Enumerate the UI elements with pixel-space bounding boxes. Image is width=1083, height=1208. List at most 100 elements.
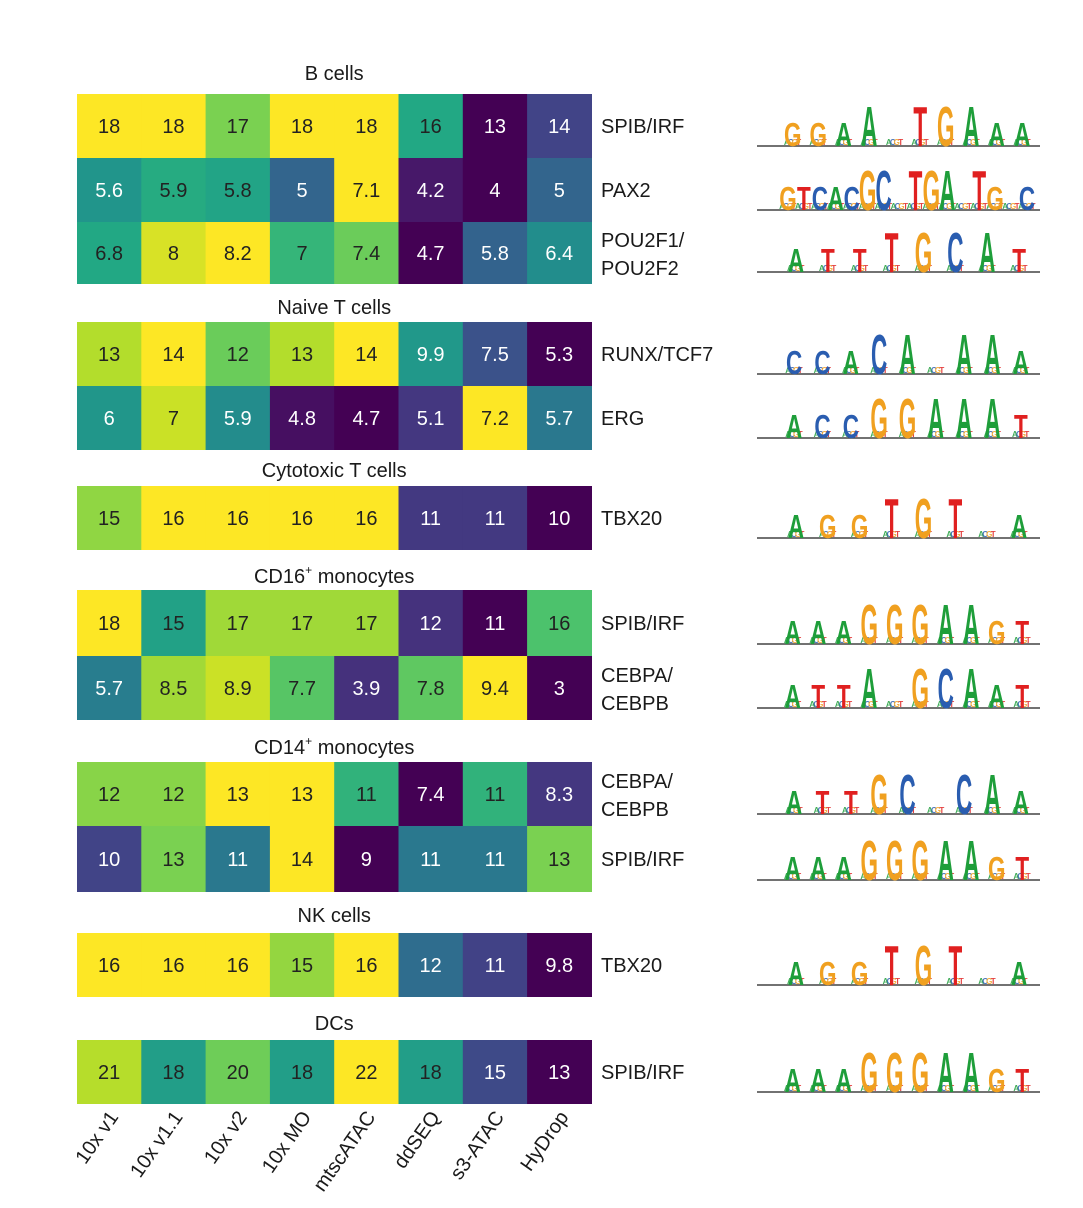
svg-text:G: G bbox=[1021, 1084, 1027, 1093]
svg-text:T: T bbox=[839, 202, 844, 211]
heatmap-cell bbox=[527, 656, 592, 720]
svg-text:C: C bbox=[938, 658, 954, 721]
cell-value-label: 5.8 bbox=[224, 180, 252, 202]
svg-text:A: A bbox=[963, 594, 979, 657]
svg-text:G: G bbox=[1010, 202, 1016, 211]
svg-text:T: T bbox=[798, 366, 803, 375]
svg-text:C: C bbox=[814, 408, 830, 445]
svg-text:A: A bbox=[989, 116, 1005, 153]
svg-text:C: C bbox=[992, 138, 998, 147]
svg-text:C: C bbox=[1016, 366, 1022, 375]
svg-text:C: C bbox=[1014, 977, 1020, 986]
svg-text:C: C bbox=[786, 344, 802, 381]
svg-text:A: A bbox=[1010, 530, 1016, 539]
svg-text:A: A bbox=[785, 806, 791, 815]
svg-text:G: G bbox=[945, 700, 951, 709]
svg-text:T: T bbox=[1015, 850, 1029, 887]
svg-text:A: A bbox=[1018, 202, 1024, 211]
svg-text:G: G bbox=[1021, 636, 1027, 645]
svg-text:C: C bbox=[823, 530, 829, 539]
svg-text:C: C bbox=[915, 138, 921, 147]
cell-value-label: 11 bbox=[485, 784, 506, 806]
svg-text:T: T bbox=[797, 180, 811, 217]
svg-text:A: A bbox=[937, 872, 943, 881]
svg-text:G: G bbox=[970, 1084, 976, 1093]
cell-value-label: 16 bbox=[420, 116, 442, 138]
svg-text:A: A bbox=[970, 202, 976, 211]
cell-value-label: 3.9 bbox=[352, 678, 380, 700]
svg-text:G: G bbox=[935, 806, 941, 815]
cell-value-label: 6.4 bbox=[545, 243, 573, 265]
heatmap-cell bbox=[527, 322, 592, 386]
heatmap-cell bbox=[205, 158, 271, 222]
svg-text:G: G bbox=[870, 388, 888, 451]
svg-text:T: T bbox=[949, 138, 954, 147]
svg-text:C: C bbox=[890, 700, 896, 709]
motif-name-label: POU2F1/ bbox=[601, 230, 685, 252]
svg-text:G: G bbox=[894, 138, 900, 147]
svg-text:A: A bbox=[962, 636, 968, 645]
svg-text:C: C bbox=[818, 430, 824, 439]
svg-text:A: A bbox=[810, 614, 826, 651]
svg-text:T: T bbox=[831, 264, 836, 273]
svg-text:G: G bbox=[843, 636, 849, 645]
cell-value-label: 5.7 bbox=[95, 678, 123, 700]
svg-text:G: G bbox=[821, 430, 827, 439]
svg-text:A: A bbox=[984, 324, 1000, 387]
svg-text:C: C bbox=[791, 530, 797, 539]
cell-value-label: 8 bbox=[168, 243, 179, 265]
svg-text:A: A bbox=[810, 850, 826, 887]
svg-text:T: T bbox=[798, 806, 803, 815]
cell-value-label: 15 bbox=[98, 508, 120, 530]
svg-text:T: T bbox=[847, 700, 852, 709]
svg-text:C: C bbox=[863, 202, 869, 211]
svg-text:A: A bbox=[955, 806, 961, 815]
svg-text:A: A bbox=[939, 160, 955, 223]
svg-text:C: C bbox=[846, 806, 852, 815]
motif-name-label: SPIB/IRF bbox=[601, 613, 684, 635]
svg-text:A: A bbox=[835, 700, 841, 709]
svg-text:A: A bbox=[886, 138, 892, 147]
svg-text:A: A bbox=[836, 614, 852, 651]
svg-text:G: G bbox=[784, 116, 802, 153]
cell-value-label: 15 bbox=[162, 613, 184, 635]
svg-text:A: A bbox=[911, 1084, 917, 1093]
svg-text:A: A bbox=[962, 872, 968, 881]
column-label: 10x MO bbox=[258, 1107, 316, 1177]
heatmap-cell bbox=[398, 222, 464, 284]
svg-text:A: A bbox=[978, 530, 984, 539]
heatmap-cell bbox=[77, 590, 142, 656]
svg-text:C: C bbox=[874, 430, 880, 439]
heatmap-cell bbox=[205, 222, 271, 284]
cell-value-label: 10 bbox=[548, 508, 570, 530]
svg-text:G: G bbox=[970, 700, 976, 709]
svg-text:T: T bbox=[939, 430, 944, 439]
svg-text:T: T bbox=[927, 977, 932, 986]
svg-text:T: T bbox=[968, 806, 973, 815]
svg-text:A: A bbox=[809, 138, 815, 147]
svg-text:A: A bbox=[1013, 344, 1029, 381]
svg-text:G: G bbox=[859, 264, 865, 273]
svg-text:C: C bbox=[919, 264, 925, 273]
cell-value-label: 16 bbox=[162, 955, 184, 977]
cell-value-label: 12 bbox=[420, 955, 442, 977]
svg-text:C: C bbox=[823, 977, 829, 986]
svg-text:C: C bbox=[890, 636, 896, 645]
svg-text:T: T bbox=[983, 202, 988, 211]
svg-text:G: G bbox=[906, 366, 912, 375]
svg-text:T: T bbox=[847, 1084, 852, 1093]
svg-text:A: A bbox=[937, 138, 943, 147]
svg-text:T: T bbox=[895, 530, 900, 539]
svg-text:A: A bbox=[911, 636, 917, 645]
svg-text:G: G bbox=[821, 366, 827, 375]
svg-text:C: C bbox=[992, 872, 998, 881]
heatmap-cell bbox=[462, 762, 528, 826]
svg-text:G: G bbox=[935, 430, 941, 439]
svg-text:G: G bbox=[890, 264, 896, 273]
svg-text:G: G bbox=[793, 806, 799, 815]
heatmap-cell bbox=[527, 386, 592, 450]
cell-value-label: 5 bbox=[554, 180, 565, 202]
svg-text:C: C bbox=[927, 202, 933, 211]
